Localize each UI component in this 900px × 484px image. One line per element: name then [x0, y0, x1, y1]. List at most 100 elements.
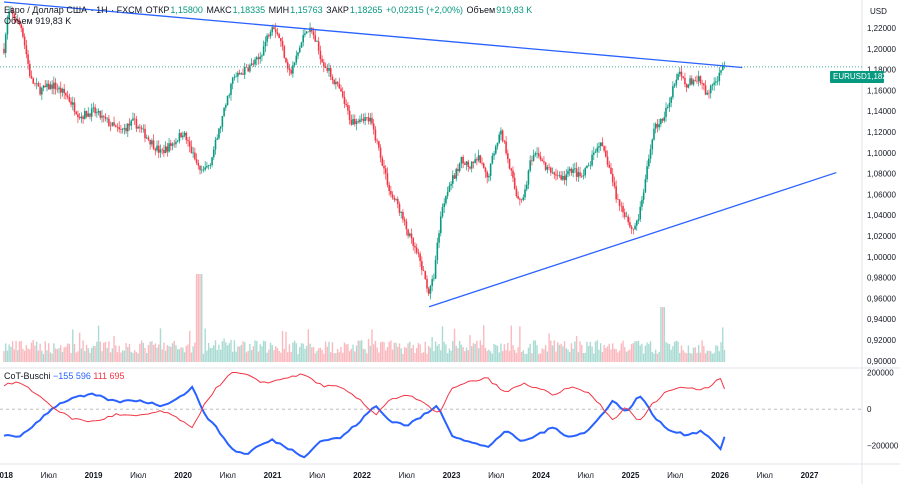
candle-body — [243, 67, 246, 75]
volume-bar — [213, 345, 215, 362]
volume-bar — [46, 350, 48, 362]
volume-bar — [670, 349, 672, 362]
volume-bar — [501, 351, 504, 362]
price-tick-label: 1,10000 — [867, 149, 896, 158]
candle-body — [563, 176, 566, 181]
candle-body — [567, 170, 569, 175]
candle-body — [649, 149, 652, 159]
candle-body — [347, 105, 349, 111]
volume-bar — [410, 348, 413, 362]
candle-body — [596, 147, 599, 152]
volume-bar — [113, 336, 115, 362]
candle-body — [188, 141, 191, 147]
volume-bar — [207, 343, 210, 362]
volume-bar — [156, 347, 158, 362]
volume-bar — [158, 344, 160, 362]
candle-body — [513, 177, 516, 189]
volume-bar — [546, 351, 549, 362]
candle-body — [135, 118, 138, 129]
volume-bar — [720, 342, 722, 362]
volume-bar — [290, 351, 292, 362]
legend-interval[interactable]: 1Н — [96, 5, 108, 15]
time-tick-label: Июл — [399, 471, 416, 480]
candle-body — [603, 146, 605, 151]
volume-bar — [273, 350, 275, 362]
candle-body — [455, 168, 458, 179]
candle-body — [560, 175, 562, 180]
legend-close-label: ЗАКР — [326, 5, 349, 15]
candle-body — [22, 28, 24, 37]
candle-body — [482, 163, 485, 168]
candle-body — [75, 111, 78, 115]
indicator-value-blue: −155 596 — [53, 371, 91, 381]
volume-bar — [716, 346, 719, 362]
volume-bar — [570, 343, 573, 362]
candle-body — [476, 159, 478, 161]
candle-body — [462, 156, 464, 164]
candle-body — [268, 35, 270, 37]
volume-bar — [467, 350, 469, 362]
candle-body — [10, 10, 12, 12]
candle-body — [620, 205, 623, 207]
candle-body — [376, 140, 378, 142]
candle-body — [214, 139, 217, 150]
symbol-legend: Евро / Доллар США · 1Н · FXCM ОТКР1,1580… — [4, 5, 533, 15]
candle-body — [720, 70, 722, 73]
volume-bar — [426, 353, 428, 362]
candle-body — [316, 41, 318, 42]
candle-body — [271, 27, 274, 33]
candle-body — [6, 19, 9, 35]
candle-body — [718, 72, 721, 82]
volume-bar — [527, 347, 530, 362]
volume-bar — [610, 349, 612, 362]
candle-body — [145, 137, 148, 139]
candle-body — [144, 128, 146, 139]
price-tick-label: 1,16000 — [867, 86, 896, 95]
candle-body — [448, 185, 451, 193]
candle-body — [515, 188, 518, 197]
candle-body — [536, 153, 538, 154]
volume-bar — [115, 345, 117, 362]
candle-body — [328, 68, 330, 71]
legend-symbol[interactable]: Евро / Доллар США — [4, 5, 88, 15]
volume-bar — [543, 349, 545, 362]
indicator-tick-label: 0 — [867, 405, 872, 414]
volume-bar — [625, 351, 628, 362]
volume-bar — [18, 341, 21, 362]
candle-body — [247, 67, 249, 72]
volume-bar — [123, 350, 126, 362]
volume-bar — [672, 346, 674, 362]
candle-body — [128, 123, 131, 126]
volume-bar — [146, 353, 148, 362]
trendline-support — [428, 171, 837, 308]
legend-high-label: МАКС — [206, 5, 232, 15]
volume-bar — [409, 341, 411, 362]
volume-bar — [41, 350, 43, 362]
candle-body — [113, 122, 115, 126]
volume-bar — [397, 346, 399, 362]
candle-body — [73, 102, 76, 112]
candle-body — [598, 146, 600, 148]
volume-bar — [183, 352, 186, 362]
candle-body — [635, 220, 638, 226]
candle-body — [44, 85, 47, 88]
volume-bar — [400, 348, 402, 362]
volume-bar — [417, 342, 420, 362]
volume-bar — [403, 347, 406, 362]
candle-body — [204, 167, 206, 170]
volume-bar — [312, 346, 315, 362]
volume-bar — [92, 345, 95, 362]
indicator-name[interactable]: CoT-Buschi — [4, 371, 51, 381]
currency-label[interactable]: USD — [870, 7, 887, 16]
candle-body — [323, 62, 325, 67]
candle-body — [505, 141, 507, 154]
volume-bar — [718, 351, 721, 362]
volume-bar — [452, 341, 454, 362]
volume-bar — [539, 353, 542, 362]
volume-bar — [553, 340, 555, 362]
trendline-resistance — [3, 1, 743, 69]
candle-body — [212, 149, 215, 158]
price-tag-symbol: EURUSD — [833, 72, 867, 81]
